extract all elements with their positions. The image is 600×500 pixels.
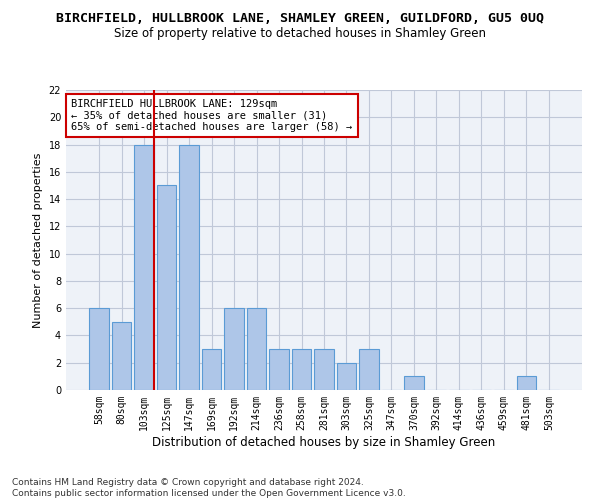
Bar [112,322,131,390]
Bar [202,349,221,390]
Bar [269,349,289,390]
Text: BIRCHFIELD HULLBROOK LANE: 129sqm
← 35% of detached houses are smaller (31)
65% : BIRCHFIELD HULLBROOK LANE: 129sqm ← 35% … [71,99,352,132]
Bar [179,144,199,390]
X-axis label: Distribution of detached houses by size in Shamley Green: Distribution of detached houses by size … [152,436,496,448]
Bar [337,362,356,390]
Y-axis label: Number of detached properties: Number of detached properties [33,152,43,328]
Bar [89,308,109,390]
Bar [224,308,244,390]
Bar [517,376,536,390]
Bar [359,349,379,390]
Bar [157,186,176,390]
Text: Size of property relative to detached houses in Shamley Green: Size of property relative to detached ho… [114,28,486,40]
Text: BIRCHFIELD, HULLBROOK LANE, SHAMLEY GREEN, GUILDFORD, GU5 0UQ: BIRCHFIELD, HULLBROOK LANE, SHAMLEY GREE… [56,12,544,26]
Bar [404,376,424,390]
Bar [134,144,154,390]
Bar [314,349,334,390]
Bar [247,308,266,390]
Text: Contains HM Land Registry data © Crown copyright and database right 2024.
Contai: Contains HM Land Registry data © Crown c… [12,478,406,498]
Bar [292,349,311,390]
